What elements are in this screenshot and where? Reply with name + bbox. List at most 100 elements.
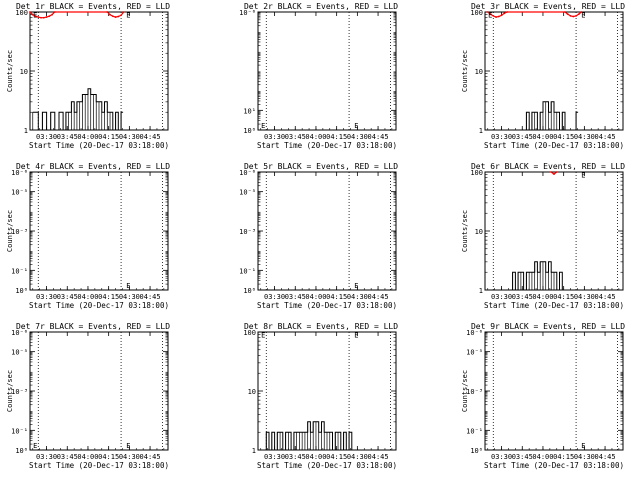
- y-axis-label: Counts/sec: [461, 370, 469, 412]
- x-tick-label: 04:00: [532, 453, 553, 461]
- x-tick-label: 03:30: [264, 293, 285, 301]
- lld-point: [486, 11, 489, 13]
- chart-panel-det5r: Det 5r BLACK = Events, RED = LLD 03:30 03:…: [239, 162, 398, 310]
- y-axis-label: Counts/sec: [6, 210, 14, 252]
- y-tick-label: 100: [470, 169, 483, 177]
- x-tick-label: 04:00: [77, 133, 98, 141]
- x-tick-label: 04:30: [347, 133, 368, 141]
- x-tick-label: 04:00: [532, 133, 553, 141]
- y-tick-label: 10⁻¹: [11, 267, 28, 275]
- e-marker: E: [354, 282, 358, 290]
- lld-point: [111, 15, 114, 18]
- x-tick-label: 04:45: [595, 453, 616, 461]
- x-tick-label: 04:15: [553, 293, 574, 301]
- y-tick-label: 1: [479, 287, 483, 295]
- y-tick-label: 10⁻³: [11, 228, 28, 236]
- x-axis-label: Start Time (20-Dec-17 03:18:00): [29, 461, 169, 470]
- x-tick-label: 04:45: [368, 453, 389, 461]
- lld-point: [106, 11, 109, 13]
- x-axis-label: Start Time (20-Dec-17 03:18:00): [484, 301, 624, 310]
- e-marker: E: [126, 442, 130, 450]
- lld-point: [497, 15, 500, 18]
- lld-point: [37, 16, 40, 18]
- x-tick-label: 04:45: [595, 293, 616, 301]
- x-tick-label: 04:15: [326, 133, 347, 141]
- y-tick-label: 1: [479, 127, 483, 135]
- chart-title: Det 9r BLACK = Events, RED = LLD: [471, 322, 625, 331]
- x-tick-label: 04:30: [119, 293, 140, 301]
- lld-point: [109, 13, 111, 16]
- x-tick-label: 04:00: [77, 453, 98, 461]
- x-tick-label: 04:30: [347, 453, 368, 461]
- x-tick-label: 03:30: [36, 133, 57, 141]
- y-tick-label: 10⁻¹: [11, 427, 28, 435]
- lld-point: [489, 13, 492, 16]
- x-tick-label: 03:45: [285, 453, 306, 461]
- y-tick-label: 100: [15, 9, 28, 17]
- e-marker: E: [581, 442, 585, 450]
- x-axis-label: Start Time (20-Dec-17 03:18:00): [484, 461, 624, 470]
- lld-point: [122, 11, 125, 13]
- x-tick-label: 04:00: [305, 293, 326, 301]
- chart-panel-det8r: Det 8r BLACK = Events, RED = LLD 03:30 03:…: [243, 322, 398, 470]
- x-tick-label: 04:15: [98, 133, 119, 141]
- y-tick-label: 10⁻⁶: [11, 329, 28, 337]
- y-tick-label: 10: [248, 388, 256, 396]
- e-marker: E: [33, 11, 37, 19]
- x-tick-label: 04:15: [553, 133, 574, 141]
- y-tick-label: 10⁻⁶: [466, 329, 483, 337]
- x-tick-label: 04:00: [77, 293, 98, 301]
- lld-point: [577, 13, 580, 16]
- x-tick-label: 04:15: [98, 453, 119, 461]
- x-tick-label: 04:45: [140, 453, 161, 461]
- chart-panel-det9r: Det 9r BLACK = Events, RED = LLD 03:30 03:…: [461, 322, 625, 470]
- x-tick-label: 04:00: [532, 293, 553, 301]
- chart-title: Det 2r BLACK = Events, RED = LLD: [244, 2, 398, 11]
- lld-point: [495, 16, 497, 18]
- lld-point: [575, 14, 577, 17]
- y-tick-label: 10⁻³: [239, 228, 256, 236]
- x-tick-label: 03:30: [491, 293, 512, 301]
- lld-point: [500, 14, 503, 17]
- x-tick-label: 04:45: [140, 293, 161, 301]
- x-tick-label: 03:30: [491, 133, 512, 141]
- x-tick-label: 03:30: [264, 133, 285, 141]
- lld-point: [40, 16, 42, 19]
- y-axis-label: Counts/sec: [6, 370, 14, 412]
- y-tick-label: 10⁰: [243, 287, 256, 295]
- x-tick-label: 04:15: [326, 453, 347, 461]
- e-marker: E: [354, 122, 358, 130]
- e-marker: E: [126, 11, 130, 19]
- e-marker: E: [488, 11, 492, 19]
- chart-panel-det1r: Det 1r BLACK = Events, RED = LLD 03:30 03:…: [6, 2, 170, 150]
- x-tick-label: 03:45: [57, 133, 78, 141]
- x-tick-label: 04:45: [368, 293, 389, 301]
- y-tick-label: 100: [470, 9, 483, 17]
- lld-point: [53, 11, 56, 13]
- x-tick-label: 04:30: [574, 293, 595, 301]
- x-axis-label: Start Time (20-Dec-17 03:18:00): [257, 301, 397, 310]
- x-tick-label: 04:45: [595, 133, 616, 141]
- y-tick-label: 10⁻⁵: [239, 189, 256, 197]
- x-axis-label: Start Time (20-Dec-17 03:18:00): [484, 141, 624, 150]
- lld-point: [51, 13, 53, 16]
- chart-title: Det 6r BLACK = Events, RED = LLD: [471, 162, 625, 171]
- e-marker: E: [581, 171, 585, 179]
- y-tick-label: 1: [24, 127, 28, 135]
- y-tick-label: 10⁰: [470, 447, 483, 455]
- y-tick-label: 10⁻⁶: [239, 9, 256, 17]
- x-tick-label: 03:45: [285, 293, 306, 301]
- x-tick-label: 03:30: [36, 293, 57, 301]
- chart-title: Det 8r BLACK = Events, RED = LLD: [244, 322, 398, 331]
- e-marker: E: [33, 442, 37, 450]
- lld-point: [572, 15, 575, 18]
- x-axis-label: Start Time (20-Dec-17 03:18:00): [257, 141, 397, 150]
- chart-title: Det 5r BLACK = Events, RED = LLD: [244, 162, 398, 171]
- e-marker: E: [126, 282, 130, 290]
- x-tick-label: 03:30: [491, 453, 512, 461]
- x-tick-label: 04:00: [305, 133, 326, 141]
- lld-point: [580, 11, 583, 13]
- lld-point: [506, 11, 508, 13]
- e-marker: E: [581, 11, 585, 19]
